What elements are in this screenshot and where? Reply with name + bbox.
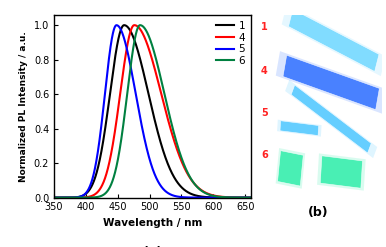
4 xyxy=(62,196,66,199)
Polygon shape xyxy=(276,148,305,189)
Polygon shape xyxy=(276,51,386,114)
6 xyxy=(249,196,254,199)
Line: 6: 6 xyxy=(54,25,252,198)
6 xyxy=(52,196,56,199)
5 xyxy=(148,160,152,163)
6 xyxy=(142,27,147,30)
1 xyxy=(122,24,126,27)
Text: 5: 5 xyxy=(261,108,268,118)
Polygon shape xyxy=(277,120,322,137)
Polygon shape xyxy=(291,85,371,153)
1 xyxy=(207,196,212,199)
6 xyxy=(244,196,248,199)
1 xyxy=(52,196,56,199)
X-axis label: Wavelength / nm: Wavelength / nm xyxy=(103,218,202,228)
1 xyxy=(148,100,152,103)
6 xyxy=(138,24,142,27)
5 xyxy=(244,196,248,199)
5 xyxy=(244,196,248,199)
4 xyxy=(249,196,254,199)
1 xyxy=(62,196,66,199)
Text: 4: 4 xyxy=(261,66,268,76)
Polygon shape xyxy=(283,55,379,110)
4 xyxy=(132,24,137,27)
Line: 5: 5 xyxy=(54,25,252,198)
Polygon shape xyxy=(317,153,366,191)
6 xyxy=(244,196,248,199)
4 xyxy=(148,51,152,54)
5 xyxy=(52,196,56,199)
5 xyxy=(114,24,119,27)
6 xyxy=(207,193,212,196)
5 xyxy=(207,196,212,199)
4 xyxy=(244,196,248,199)
Line: 4: 4 xyxy=(54,25,252,198)
Text: 1: 1 xyxy=(261,22,268,32)
6 xyxy=(148,38,152,41)
Line: 1: 1 xyxy=(54,25,252,198)
1 xyxy=(244,196,248,199)
Text: (b): (b) xyxy=(308,206,329,219)
1 xyxy=(249,196,254,199)
Polygon shape xyxy=(320,156,362,188)
1 xyxy=(244,196,248,199)
Polygon shape xyxy=(280,121,319,136)
Text: (a): (a) xyxy=(143,246,163,247)
Polygon shape xyxy=(288,9,379,71)
Polygon shape xyxy=(282,5,386,76)
Polygon shape xyxy=(285,80,377,158)
5 xyxy=(62,196,66,199)
4 xyxy=(207,193,212,196)
4 xyxy=(52,196,56,199)
Legend: 1, 4, 5, 6: 1, 4, 5, 6 xyxy=(215,20,246,67)
Polygon shape xyxy=(278,151,303,186)
Text: 6: 6 xyxy=(261,150,268,160)
5 xyxy=(142,139,147,142)
Y-axis label: Normalized PL Intensity / a.u.: Normalized PL Intensity / a.u. xyxy=(19,31,28,182)
4 xyxy=(244,196,248,199)
5 xyxy=(249,196,254,199)
1 xyxy=(142,77,147,80)
6 xyxy=(62,196,66,199)
4 xyxy=(142,37,147,40)
